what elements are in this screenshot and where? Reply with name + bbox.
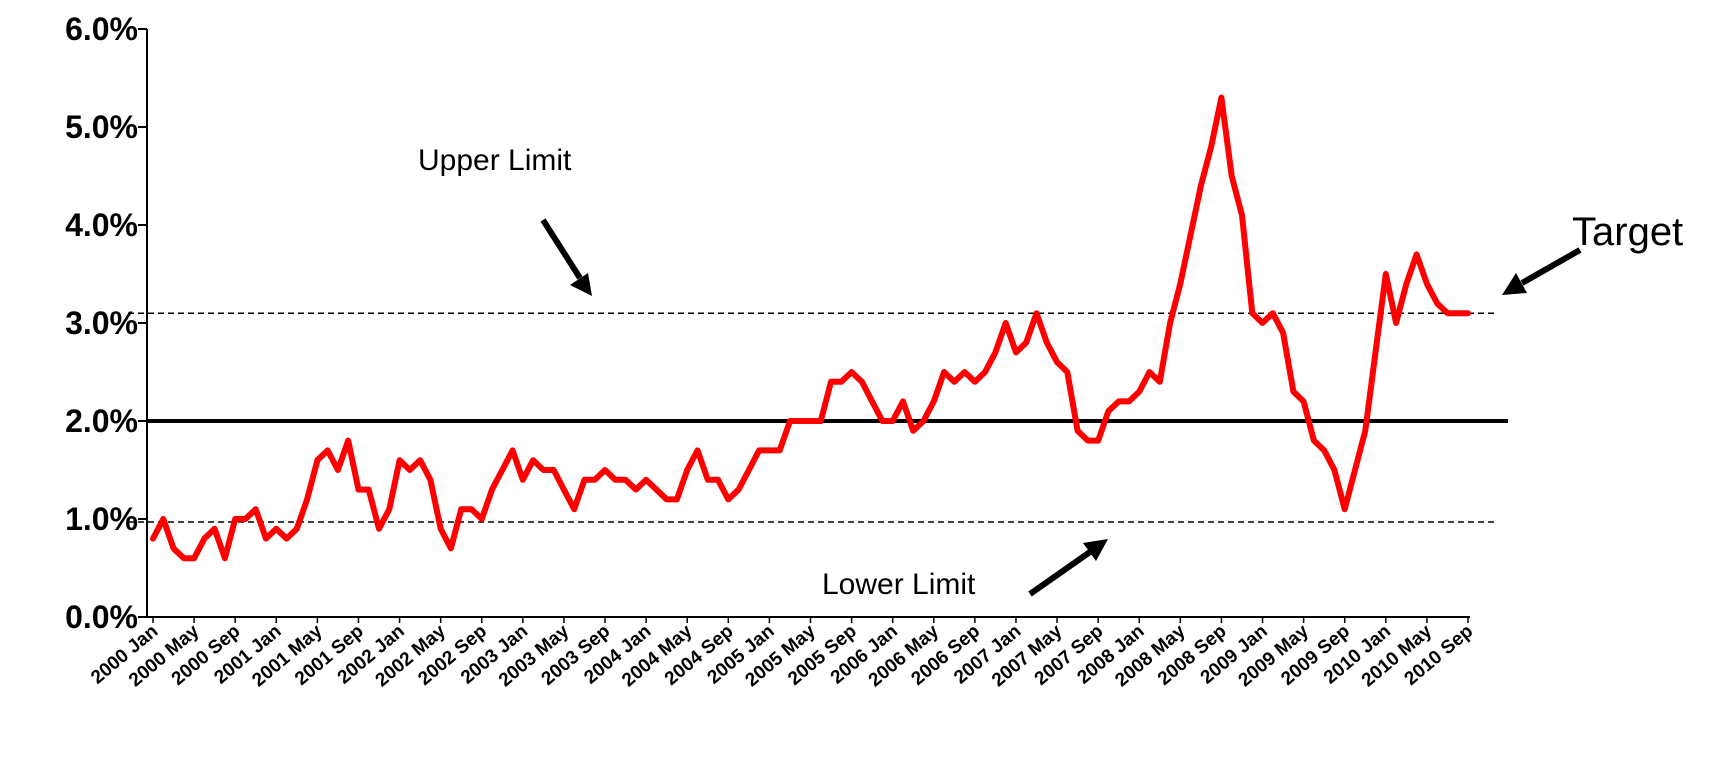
annotation-lower-limit: Lower Limit <box>822 568 976 601</box>
y-axis-ticks: 0.0% 1.0% 2.0% 3.0% 4.0% 5.0% 6.0% <box>65 11 147 635</box>
series-line <box>150 94 1471 562</box>
y-tick-label: 2.0% <box>65 403 138 439</box>
annotation-upper-limit: Upper Limit <box>418 144 572 177</box>
y-tick-label: 0.0% <box>65 599 138 635</box>
y-tick-label: 1.0% <box>65 501 138 537</box>
annotation-target: Target <box>1572 210 1683 254</box>
series-group <box>150 94 1471 562</box>
upper-limit-arrow <box>540 218 592 296</box>
axes <box>146 29 1470 618</box>
y-tick-label: 6.0% <box>65 11 138 47</box>
y-tick-label: 3.0% <box>65 305 138 341</box>
target-arrow <box>1502 247 1582 295</box>
y-tick-label: 4.0% <box>65 207 138 243</box>
reference-lines <box>128 312 1508 523</box>
y-tick-label: 5.0% <box>65 109 138 145</box>
lower-limit-arrow <box>1028 539 1108 597</box>
